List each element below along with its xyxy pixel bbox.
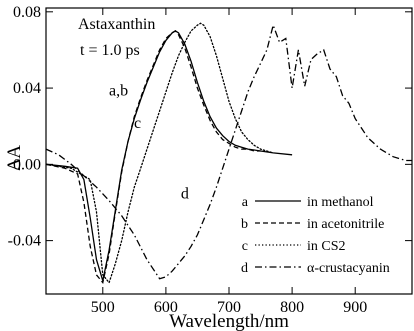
legend-key-a: a <box>242 195 249 210</box>
legend-key-b: b <box>241 217 248 232</box>
annotation-layer: a,b c d <box>109 83 189 203</box>
legend-label-a: in methanol <box>307 195 374 210</box>
chart-title: Astaxanthin <box>78 16 155 33</box>
x-tick-label-600: 600 <box>154 299 178 316</box>
series-line-b <box>46 30 261 285</box>
y-tick-label-3: 0.08 <box>13 4 41 21</box>
x-tick-label-800: 800 <box>280 299 304 316</box>
curve-label-0: a,b <box>109 83 128 100</box>
axes: 500 600 700 800 900 -0.04 0.00 0.04 0.08 <box>8 4 412 316</box>
series-line-a <box>46 30 293 281</box>
legend: a in methanol b in acetonitrile c in CS2 d α-cr… <box>241 195 390 276</box>
legend-label-c: in CS2 <box>307 239 346 254</box>
curve-label-2: d <box>181 186 189 203</box>
x-axis-title: Wavelength/nm <box>169 311 289 331</box>
legend-key-c: c <box>242 239 248 254</box>
x-tick-label-900: 900 <box>343 299 367 316</box>
chart-subtitle: t = 1.0 ps <box>80 42 140 59</box>
legend-label-d: α-crustacyanin <box>307 261 390 276</box>
y-tick-label-0: -0.04 <box>8 233 41 250</box>
x-tick-label-500: 500 <box>91 299 115 316</box>
series-layer <box>46 22 412 285</box>
series-line-d <box>46 23 412 280</box>
y-tick-label-1: 0.00 <box>13 156 41 173</box>
curve-label-1: c <box>134 115 141 132</box>
chart-header: Astaxanthin t = 1.0 ps <box>78 16 155 59</box>
x-tick-label-700: 700 <box>217 299 241 316</box>
y-axis-title: ΔA <box>4 145 25 171</box>
y-tick-label-2: 0.04 <box>13 80 41 97</box>
legend-label-b: in acetonitrile <box>307 217 384 232</box>
legend-key-d: d <box>241 261 248 276</box>
series-line-c <box>46 22 274 284</box>
